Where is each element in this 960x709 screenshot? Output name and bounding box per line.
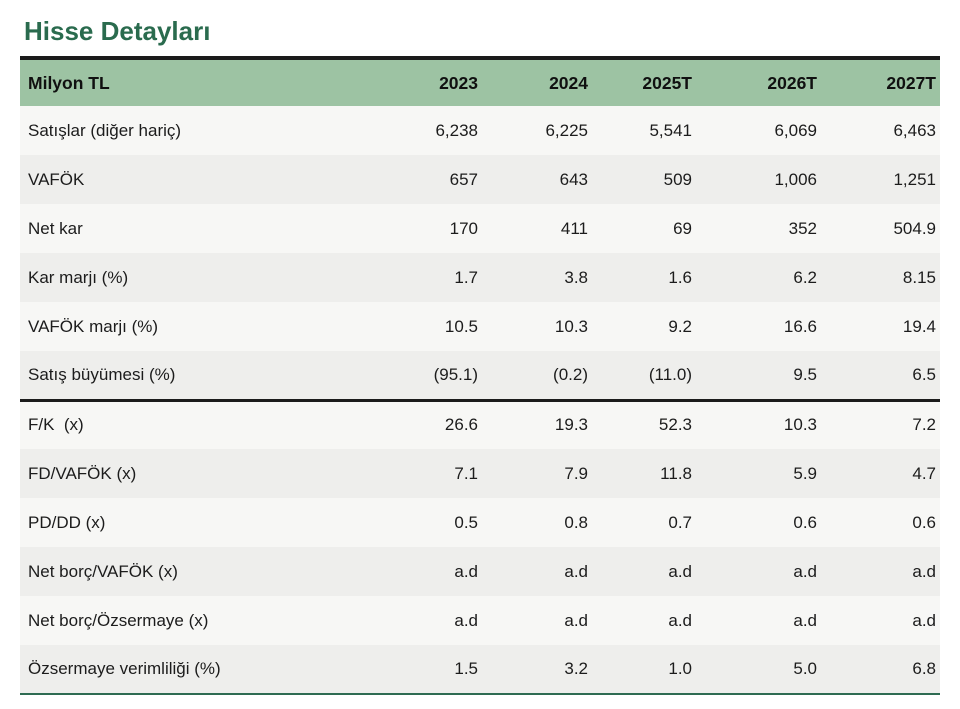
page-title: Hisse Detayları	[24, 16, 211, 46]
cell-value: a.d	[564, 610, 588, 630]
column-header-unit: Milyon TL	[28, 72, 110, 93]
cell-value: 1.6	[668, 267, 692, 287]
table-header-row: Milyon TL 2023 2024 2025T 2026T 2027T	[20, 58, 940, 106]
cell-value: 19.3	[554, 415, 588, 435]
row-label: Net borç/Özsermaye (x)	[28, 610, 209, 630]
cell-value: 26.6	[444, 415, 478, 435]
table-row-fk: F/K (x) 26.6 19.3 52.3 10.3 7.2	[20, 400, 940, 449]
cell-value: 0.8	[564, 512, 588, 532]
cell-value: (95.1)	[372, 351, 482, 402]
table-row-ozsermaye-verimliligi: Özsermaye verimliliği (%) 1.5 3.2 1.0 5.…	[20, 645, 940, 694]
table-row-satis-buyumesi: Satış büyümesi (%) (95.1) (0.2) (11.0) 9…	[20, 351, 940, 402]
cell-value: a.d	[564, 561, 588, 581]
cell-value: (11.0)	[592, 351, 696, 402]
cell-value: 1,251	[893, 169, 936, 189]
cell-value: a.d	[454, 610, 478, 630]
table-row-vafok-marji: VAFÖK marjı (%) 10.5 10.3 9.2 16.6 19.4	[20, 302, 940, 351]
cell-value: 9.2	[668, 316, 692, 336]
cell-value: 170	[449, 218, 478, 238]
table-row-net-borc-vafok: Net borç/VAFÖK (x) a.d a.d a.d a.d a.d	[20, 547, 940, 596]
cell-value: 1.7	[454, 267, 478, 287]
column-header-2026t: 2026T	[767, 72, 817, 93]
cell-value: 10.3	[554, 316, 588, 336]
row-label: Net kar	[28, 218, 83, 238]
cell-value: 10.3	[783, 415, 817, 435]
cell-value: 0.5	[454, 512, 478, 532]
column-header-2023: 2023	[439, 72, 478, 93]
cell-value: a.d	[454, 561, 478, 581]
table-row-net-borc-ozsermaye: Net borç/Özsermaye (x) a.d a.d a.d a.d a…	[20, 596, 940, 645]
cell-value: 6.5	[821, 351, 940, 402]
row-label: F/K (x)	[28, 415, 84, 435]
cell-value: 1.5	[454, 659, 478, 678]
row-label: FD/VAFÖK (x)	[28, 463, 137, 483]
cell-value: 52.3	[658, 415, 692, 435]
cell-value: 8.15	[902, 267, 936, 287]
column-header-2025t: 2025T	[642, 72, 692, 93]
column-header-2024: 2024	[549, 72, 588, 93]
row-label: Net borç/VAFÖK (x)	[28, 561, 178, 581]
cell-value: 7.1	[454, 463, 478, 483]
table-row-vafok: VAFÖK 657 643 509 1,006 1,251	[20, 155, 940, 204]
cell-value: 643	[559, 169, 588, 189]
cell-value: 1,006	[774, 169, 817, 189]
row-label: Kar marjı (%)	[28, 267, 129, 287]
table-section-financials: Satışlar (diğer hariç) 6,238 6,225 5,541…	[20, 106, 940, 402]
cell-value: 6,069	[774, 120, 817, 140]
cell-value: 0.6	[793, 512, 817, 532]
cell-value: 411	[560, 218, 588, 238]
table-header: Milyon TL 2023 2024 2025T 2026T 2027T	[20, 58, 940, 106]
cell-value: 6.2	[793, 267, 817, 287]
row-label: VAFÖK	[28, 169, 85, 189]
cell-value: 6,463	[893, 120, 936, 140]
cell-value: 504.9	[893, 218, 936, 238]
cell-value: 19.4	[902, 316, 936, 336]
cell-value: 7.9	[564, 463, 588, 483]
table-row-net-kar: Net kar 170 411 69 352 504.9	[20, 204, 940, 253]
cell-value: 0.6	[912, 512, 936, 532]
cell-value: 5.9	[793, 463, 817, 483]
cell-value: a.d	[793, 610, 817, 630]
cell-value: a.d	[668, 561, 692, 581]
cell-value: (0.2)	[482, 351, 592, 402]
cell-value: 6,225	[545, 120, 588, 140]
row-label: Satışlar (diğer hariç)	[28, 120, 182, 140]
cell-value: 1.0	[668, 659, 692, 678]
column-header-2027t: 2027T	[886, 72, 936, 93]
cell-value: a.d	[793, 561, 817, 581]
table-section-ratios: F/K (x) 26.6 19.3 52.3 10.3 7.2 FD/VAFÖK…	[20, 400, 940, 694]
row-label: Satış büyümesi (%)	[20, 351, 372, 402]
cell-value: 9.5	[696, 351, 821, 402]
cell-value: 6.8	[912, 659, 936, 678]
cell-value: 5.0	[793, 659, 817, 678]
cell-value: 3.8	[564, 267, 588, 287]
cell-value: 7.2	[912, 415, 936, 435]
cell-value: 352	[788, 218, 817, 238]
cell-value: 657	[449, 169, 478, 189]
financials-table: Milyon TL 2023 2024 2025T 2026T 2027T Sa…	[20, 56, 940, 695]
cell-value: 5,541	[649, 120, 692, 140]
cell-value: 509	[663, 169, 692, 189]
cell-value: 16.6	[783, 316, 817, 336]
cell-value: 3.2	[564, 659, 588, 678]
row-label: Özsermaye verimliliği (%)	[28, 659, 221, 678]
cell-value: 0.7	[668, 512, 692, 532]
cell-value: 4.7	[912, 463, 936, 483]
table-row-fd-vafok: FD/VAFÖK (x) 7.1 7.9 11.8 5.9 4.7	[20, 449, 940, 498]
row-label: VAFÖK marjı (%)	[28, 316, 159, 336]
table-row-kar-marji: Kar marjı (%) 1.7 3.8 1.6 6.2 8.15	[20, 253, 940, 302]
cell-value: 11.8	[660, 463, 692, 483]
row-label: PD/DD (x)	[28, 512, 106, 532]
cell-value: a.d	[912, 561, 936, 581]
cell-value: a.d	[912, 610, 936, 630]
table-row-pd-dd: PD/DD (x) 0.5 0.8 0.7 0.6 0.6	[20, 498, 940, 547]
cell-value: 10.5	[444, 316, 478, 336]
table-row-satislar: Satışlar (diğer hariç) 6,238 6,225 5,541…	[20, 106, 940, 155]
cell-value: 6,238	[435, 120, 478, 140]
cell-value: a.d	[668, 610, 692, 630]
cell-value: 69	[673, 218, 692, 238]
